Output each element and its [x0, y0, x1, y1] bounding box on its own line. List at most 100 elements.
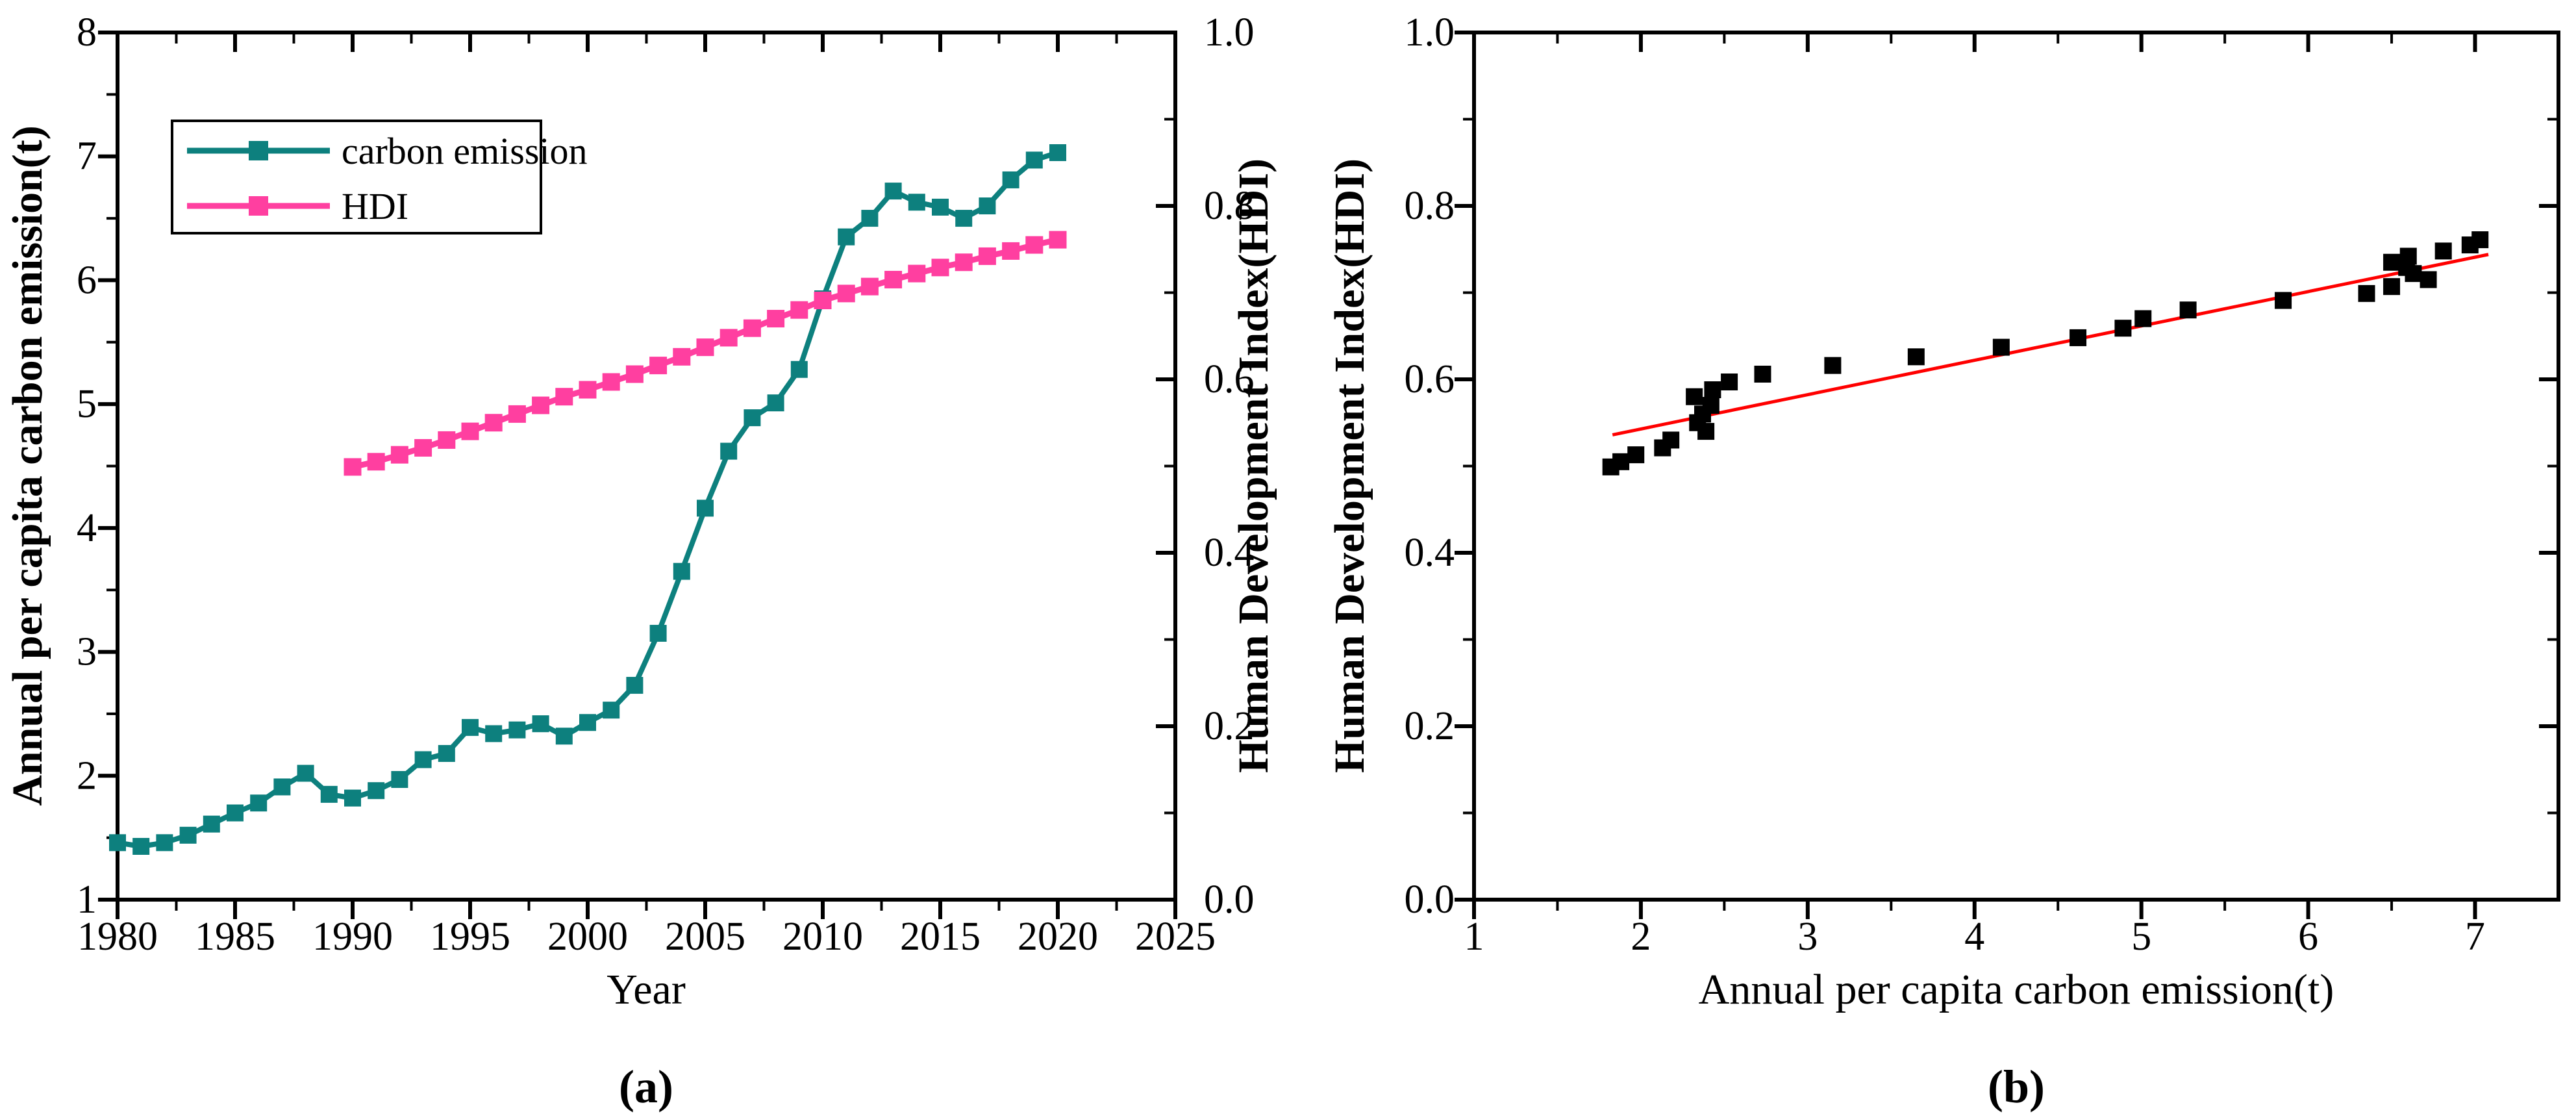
- panel-a-chart-layer: 1980 1985 1990 1995 2000 2005 2010 2015 2020 2025…: [77, 10, 1255, 959]
- scatter-point: [1721, 373, 1738, 391]
- series-marker-carbon-emission: [414, 751, 432, 768]
- scatter-point: [1824, 357, 1842, 374]
- x-tick-label: 6: [2298, 915, 2318, 959]
- scatter-point: [1612, 453, 1630, 470]
- y-right-tick-label: 0.4: [1204, 531, 1255, 575]
- x-tick-label: 1990: [312, 915, 393, 959]
- x-tick-label: 2015: [900, 915, 981, 959]
- series-marker-carbon-emission: [391, 771, 408, 789]
- scatter-point: [1686, 388, 1703, 405]
- series-marker-HDI: [908, 264, 926, 283]
- y-left-tick-label: 4: [77, 506, 97, 550]
- series-marker-carbon-emission: [603, 702, 620, 719]
- series-marker-HDI: [1025, 236, 1044, 254]
- series-marker-carbon-emission: [532, 715, 549, 733]
- series-marker-HDI: [344, 458, 362, 476]
- x-tick-label: 2010: [782, 915, 863, 959]
- y-right-tick-label: 0.2: [1204, 704, 1255, 748]
- panel-a-legend: carbon emission HDI: [171, 120, 588, 234]
- scatter-point: [1662, 431, 1680, 449]
- series-marker-HDI: [860, 277, 879, 296]
- series-marker-HDI: [767, 310, 785, 328]
- scatter-point: [2420, 271, 2437, 288]
- series-marker-carbon-emission: [908, 194, 925, 211]
- series-marker-HDI: [955, 253, 973, 272]
- y-tick-label: 0.4: [1405, 531, 1455, 575]
- series-marker-HDI: [414, 438, 432, 457]
- series-marker-carbon-emission: [179, 826, 197, 844]
- series-marker-HDI: [978, 247, 996, 265]
- plot-frame: [1472, 31, 2560, 902]
- x-tick-label: 1985: [195, 915, 275, 959]
- x-tick-label: 2020: [1018, 915, 1098, 959]
- scatter-point: [1627, 446, 1645, 464]
- scatter-point: [2070, 329, 2087, 346]
- series-marker-carbon-emission: [555, 728, 573, 745]
- series-marker-HDI: [649, 357, 668, 375]
- series-marker-carbon-emission: [884, 183, 902, 200]
- series-marker-carbon-emission: [320, 785, 338, 803]
- series-marker-carbon-emission: [979, 197, 996, 214]
- legend-label-hdi: HDI: [342, 185, 408, 227]
- series-marker-HDI: [931, 259, 949, 277]
- series-marker-HDI: [673, 348, 691, 366]
- y-left-tick-label: 8: [77, 10, 97, 55]
- series-marker-HDI: [625, 365, 644, 383]
- y-left-tick-label: 3: [77, 630, 97, 674]
- series-marker-carbon-emission: [697, 500, 714, 517]
- x-tick-label: 5: [2131, 915, 2151, 959]
- series-marker-HDI: [837, 285, 855, 303]
- series-marker-HDI: [367, 453, 385, 471]
- series-marker-carbon-emission: [156, 834, 173, 852]
- series-marker-carbon-emission: [250, 794, 268, 812]
- series-marker-carbon-emission: [626, 677, 644, 694]
- y-tick-label: 0.6: [1405, 357, 1455, 401]
- panel-b-caption: (b): [1988, 1061, 2045, 1113]
- x-tick-label: 3: [1797, 915, 1818, 959]
- y-right-tick-label: 0.6: [1204, 357, 1255, 401]
- series-marker-carbon-emission: [649, 624, 667, 642]
- series-marker-HDI: [579, 381, 597, 399]
- scatter-point: [2399, 247, 2417, 265]
- scatter-point: [1704, 381, 1721, 399]
- x-tick-label: 2: [1631, 915, 1651, 959]
- x-tick-label: 7: [2465, 915, 2485, 959]
- y-tick-label: 1.0: [1405, 10, 1455, 55]
- scatter-point: [2114, 320, 2132, 337]
- series-marker-carbon-emission: [767, 394, 784, 412]
- y-left-tick-label: 7: [77, 134, 97, 179]
- y-left-tick-label: 1: [77, 878, 97, 922]
- y-tick-label: 0.0: [1405, 878, 1455, 922]
- series-marker-carbon-emission: [132, 837, 150, 855]
- series-marker-carbon-emission: [932, 198, 949, 216]
- series-marker-HDI: [719, 329, 738, 347]
- fit-line: [1612, 253, 2489, 437]
- x-tick-label: 2000: [547, 915, 628, 959]
- scatter-point: [2434, 242, 2452, 260]
- y-left-tick-label: 6: [77, 258, 97, 302]
- x-tick-label: 4: [1964, 915, 1984, 959]
- series-marker-carbon-emission: [508, 721, 526, 739]
- series-marker-carbon-emission: [673, 563, 690, 580]
- series-marker-HDI: [696, 338, 714, 357]
- series-marker-carbon-emission: [344, 789, 361, 807]
- legend-label-carbon-emission: carbon emission: [342, 130, 588, 172]
- series-marker-carbon-emission: [838, 228, 855, 246]
- series-marker-carbon-emission: [790, 361, 808, 378]
- x-tick-label: 2025: [1135, 915, 1216, 959]
- y-right-tick-label: 0.8: [1204, 184, 1255, 228]
- panel-a-caption: (a): [619, 1061, 673, 1113]
- series-marker-carbon-emission: [1049, 144, 1066, 161]
- y-right-tick-label: 0.0: [1204, 878, 1255, 922]
- scatter-point: [2471, 231, 2489, 249]
- scatter-point: [1754, 365, 1771, 383]
- series-marker-HDI: [814, 292, 832, 310]
- panel-b-x-axis-title: Annual per capita carbon emission(t): [1699, 966, 2334, 1013]
- scatter-point: [2383, 278, 2401, 296]
- series-marker-HDI: [555, 388, 573, 406]
- series-marker-HDI: [1049, 231, 1067, 249]
- series-marker-carbon-emission: [720, 442, 738, 460]
- series-marker-HDI: [461, 422, 479, 440]
- panel-b-chart-layer: 1 2 3 4 5 6 7 0.0 0.2 0.4 0.6 0.8 1.0: [1405, 10, 2560, 959]
